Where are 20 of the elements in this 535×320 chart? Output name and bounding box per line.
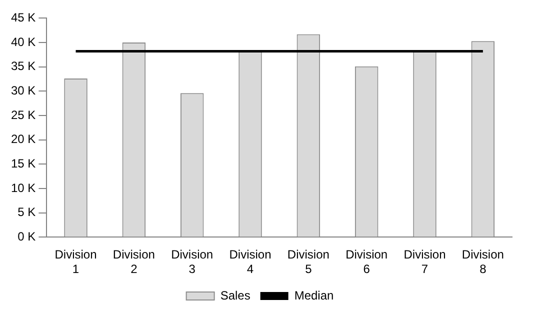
x-tick-label: Division 8 [462,248,504,276]
y-tick-label: 5 K [18,205,36,220]
x-tick-label: Division 6 [346,248,388,276]
y-tick-label: 35 K [11,59,36,74]
y-tick-label: 30 K [11,84,36,98]
x-tick-label: Division 5 [287,248,330,276]
y-tick-label: 25 K [11,108,36,122]
legend-label: Sales [220,288,250,302]
x-tick-label: Division 1 [54,248,97,276]
x-tick-label: Division 7 [404,248,446,276]
y-tick-label: 10 K [11,180,36,195]
x-tick-label: Division 4 [229,248,272,276]
y-tick-label: 45 K [11,10,36,25]
y-tick-label: 0 K [18,230,36,244]
y-tick-label: 40 K [11,34,36,49]
x-tick-label: Division 3 [171,248,214,276]
x-tick-label: Division 2 [112,248,155,276]
y-tick-label: 15 K [11,156,36,171]
legend-label: Median [294,288,334,302]
y-tick-label: 20 K [11,132,36,146]
